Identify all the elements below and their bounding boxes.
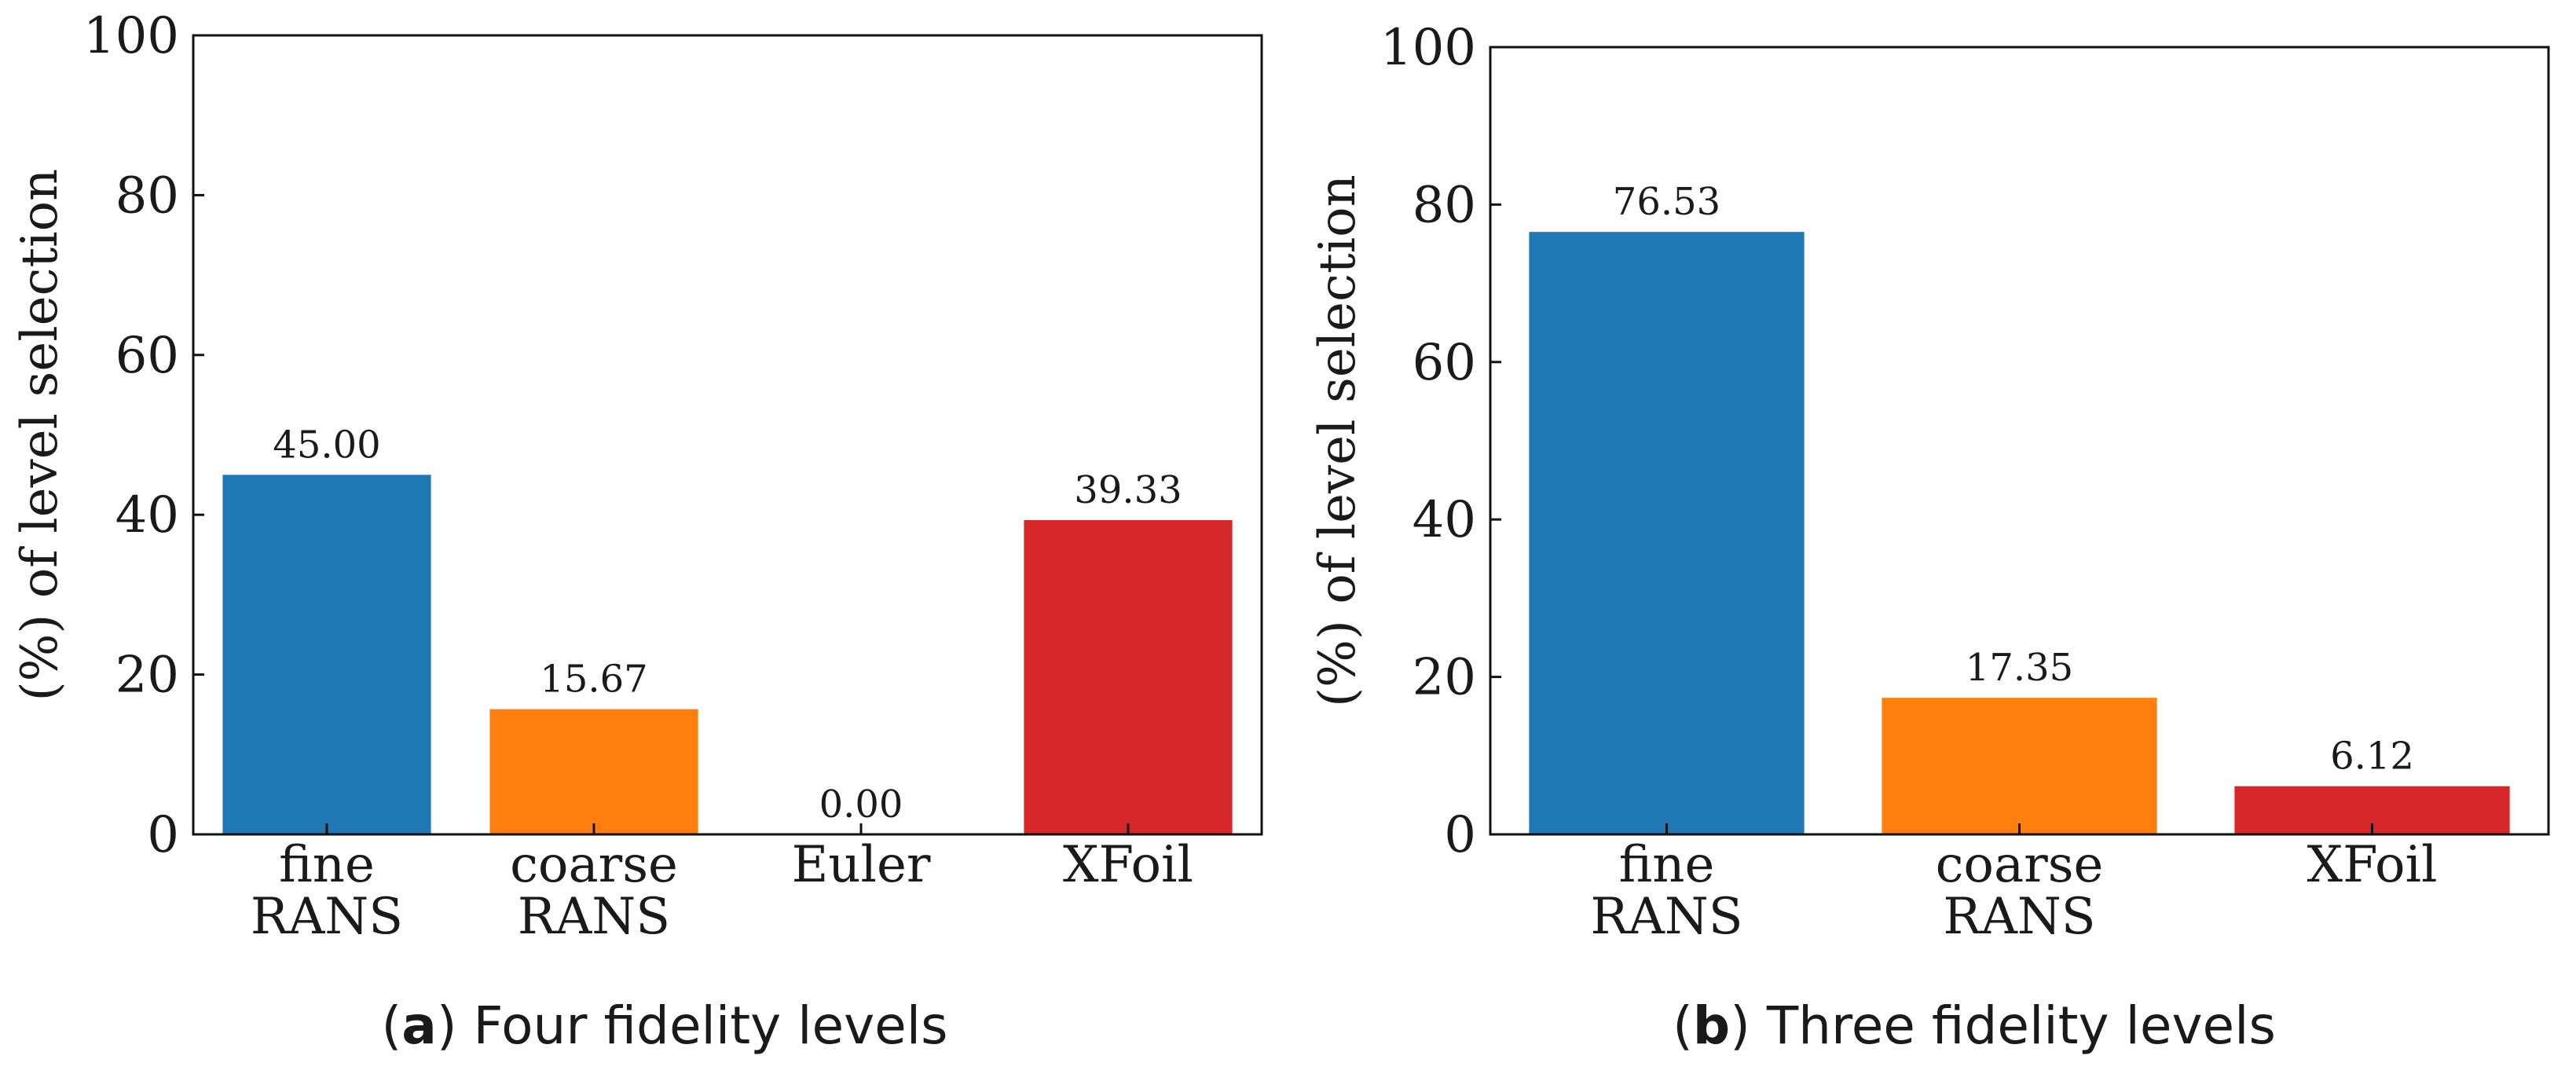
x-tick-label: fine: [1619, 836, 1715, 894]
x-tick-label: coarse: [1936, 836, 2104, 894]
caption-close-paren: ): [437, 995, 474, 1056]
x-tick-label: RANS: [251, 888, 403, 946]
y-tick-label: 60: [115, 327, 179, 385]
y-tick-label: 100: [1380, 19, 1476, 77]
caption-open-paren: (: [1673, 995, 1693, 1056]
bar: [222, 475, 431, 834]
data-label: 39.33: [1074, 468, 1182, 512]
data-label: 0.00: [819, 783, 903, 827]
bar: [489, 709, 698, 834]
x-tick-label: XFoil: [1063, 836, 1193, 894]
caption-text: Three fidelity levels: [1766, 995, 2276, 1056]
y-axis-label: (%) of level selection: [1309, 174, 1367, 707]
plot-frame: [192, 34, 1263, 836]
data-label: 45.00: [273, 423, 380, 467]
x-tick-label: RANS: [518, 888, 670, 946]
panel-b-chart: 76.53fineRANS17.35coarseRANS6.12XFoil020…: [1309, 19, 2550, 1056]
x-tick-label: Euler: [792, 836, 931, 894]
y-tick-label: 20: [115, 647, 179, 705]
panel-a-chart: 45.00fineRANS15.67coarseRANS0.00Euler39.…: [11, 7, 1263, 1056]
data-label: 6.12: [2330, 735, 2414, 779]
y-tick-label: 40: [1413, 491, 1476, 549]
y-axis-label: (%) of level selection: [11, 169, 69, 702]
data-label: 17.35: [1966, 646, 2073, 690]
y-tick-label: 40: [115, 486, 179, 544]
bar: [1529, 232, 1805, 834]
caption-close-paren: ): [1730, 995, 1767, 1056]
panel-caption: (a) Four fidelity levels: [382, 995, 948, 1056]
panel-caption: (b) Three fidelity levels: [1673, 995, 2276, 1056]
caption-text: Four fidelity levels: [474, 995, 948, 1056]
x-tick-label: RANS: [1590, 888, 1742, 946]
caption-open-paren: (: [382, 995, 402, 1056]
y-tick-label: 80: [1413, 176, 1476, 234]
bar: [1882, 698, 2157, 834]
y-tick-label: 60: [1413, 334, 1476, 392]
x-tick-label: XFoil: [2307, 836, 2438, 894]
data-label: 15.67: [540, 658, 647, 702]
x-tick-label: fine: [279, 836, 375, 894]
bar: [1024, 520, 1233, 834]
plot-frame: [1489, 46, 2550, 836]
y-tick-label: 80: [115, 167, 179, 225]
x-tick-label: RANS: [1943, 888, 2095, 946]
y-tick-label: 20: [1413, 649, 1476, 707]
caption-letter: b: [1693, 995, 1730, 1056]
y-tick-label: 0: [147, 806, 179, 864]
caption-letter: a: [401, 995, 437, 1056]
x-tick-label: coarse: [510, 836, 678, 894]
y-tick-label: 100: [83, 7, 179, 65]
y-tick-label: 0: [1444, 806, 1476, 864]
data-label: 76.53: [1613, 180, 1720, 224]
